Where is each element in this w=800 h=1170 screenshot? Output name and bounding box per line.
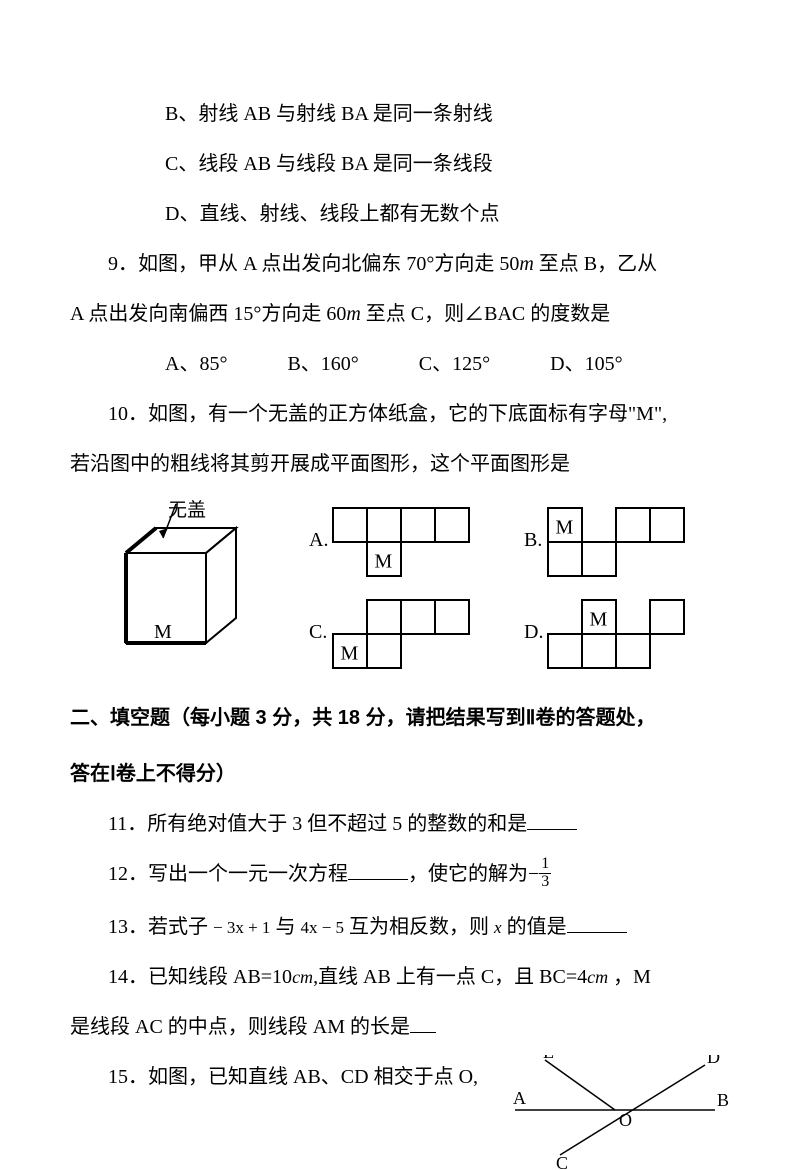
q10-stem-b: ",	[654, 403, 667, 425]
q14-u1: cm	[292, 967, 313, 987]
q13-b: 与	[275, 916, 295, 938]
q10-stem-1: 10．如图，有一个无盖的正方体纸盒，它的下底面标有字母"M",	[70, 398, 730, 430]
q14-blank	[410, 1012, 436, 1033]
svg-text:D.: D.	[524, 621, 543, 643]
q8-choice-b: B、射线 AB 与射线 BA 是同一条射线	[70, 98, 730, 130]
q14-c: ，M	[608, 966, 651, 988]
section2-title-1: 二、填空题（每小题 3 分，共 18 分，请把结果写到Ⅱ卷的答题处，	[70, 702, 730, 734]
q10-stem-2: 若沿图中的粗线将其剪开展成平面图形，这个平面图形是	[70, 448, 730, 480]
q12-den: 3	[539, 874, 551, 891]
q14-line1: 14．已知线段 AB=10cm,直线 AB 上有一点 C，且 BC=4cm ，M	[70, 961, 730, 993]
svg-text:E: E	[543, 1055, 554, 1062]
q9-choice-d: D、105°	[550, 348, 622, 380]
q15: 15．如图，已知直线 AB、CD 相交于点 O, ABCDEO	[70, 1061, 730, 1093]
q12-a: 12．写出一个一元一次方程	[108, 863, 348, 885]
q9-stem-2: A 点出发向南偏西 15°方向走 60m 至点 C，则∠BAC 的度数是	[70, 298, 730, 330]
q8-choice-c: C、线段 AB 与线段 BA 是同一条线段	[70, 148, 730, 180]
svg-text:M: M	[589, 609, 607, 631]
q14-b: ,直线 AB 上有一点 C，且 BC=4	[313, 966, 587, 988]
q9-choices: A、85° B、160° C、125° D、105°	[70, 348, 730, 380]
q10-stem-M: M	[636, 403, 654, 425]
q10-option-b: B. M	[520, 504, 700, 582]
q9-choice-a: A、85°	[165, 348, 227, 380]
q12-num: 1	[539, 856, 551, 874]
q13-d: 的值是	[507, 916, 567, 938]
q11: 11．所有绝对值大于 3 但不超过 5 的整数的和是	[70, 808, 730, 840]
q9-stem-d: 至点 C，则∠BAC 的度数是	[361, 303, 610, 325]
q12-b: ，使它的解为	[408, 863, 528, 885]
q10-figures: 无盖 M A. M B. M C. M D. M	[70, 498, 730, 678]
q9-stem-a: 9．如图，甲从 A 点出发向北偏东 70°方向走 50	[108, 253, 519, 275]
q13-a: 13．若式子	[108, 916, 208, 938]
svg-text:B: B	[717, 1090, 729, 1110]
section2-title-2: 答在Ⅰ卷上不得分）	[70, 758, 730, 790]
svg-text:A.: A.	[309, 529, 328, 551]
q9-unit1: m	[519, 253, 533, 275]
q10-option-d: D. M	[520, 596, 700, 674]
q14-u2: cm	[587, 967, 608, 987]
q13-expr2: 4x − 5	[300, 918, 344, 937]
q13-x: x	[494, 918, 502, 937]
q12: 12．写出一个一元一次方程 ，使它的解为−13	[70, 858, 730, 893]
q10-cube-M: M	[154, 621, 172, 643]
q10-cube: 无盖 M	[108, 498, 278, 668]
q13-blank	[567, 912, 627, 933]
q10-option-c: C. M	[305, 596, 485, 674]
q13-expr1: − 3x + 1	[213, 918, 270, 937]
svg-text:A: A	[513, 1088, 526, 1108]
q15-a: 15．如图，已知直线 AB、CD 相交于点 O,	[108, 1066, 478, 1088]
svg-text:M: M	[340, 643, 358, 665]
q9-unit2: m	[346, 303, 360, 325]
svg-text:B.: B.	[524, 529, 542, 551]
svg-text:C: C	[556, 1153, 568, 1170]
q11-blank	[527, 809, 577, 830]
q12-neg: −	[528, 863, 539, 885]
q9-choice-b: B、160°	[287, 348, 358, 380]
q14-a: 14．已知线段 AB=10	[108, 966, 292, 988]
q10-cube-caption: 无盖	[168, 496, 206, 526]
q9-stem-c: A 点出发向南偏西 15°方向走 60	[70, 303, 346, 325]
q12-blank	[348, 859, 408, 880]
q14-line2: 是线段 AC 的中点，则线段 AM 的长是	[70, 1011, 730, 1043]
svg-text:D: D	[707, 1055, 720, 1067]
q13: 13．若式子 − 3x + 1 与 4x − 5 互为相反数，则 x 的值是	[70, 911, 730, 943]
q9-stem: 9．如图，甲从 A 点出发向北偏东 70°方向走 50m 至点 B，乙从	[70, 248, 730, 280]
svg-text:O: O	[619, 1110, 632, 1130]
svg-text:M: M	[555, 517, 573, 539]
q11-text: 11．所有绝对值大于 3 但不超过 5 的整数的和是	[108, 813, 527, 835]
q13-c: 互为相反数，则	[349, 916, 489, 938]
q8-choice-d: D、直线、射线、线段上都有无数个点	[70, 198, 730, 230]
q9-stem-b: 至点 B，乙从	[534, 253, 657, 275]
q9-choice-c: C、125°	[419, 348, 490, 380]
q15-figure: A B C D E O	[505, 1055, 730, 1170]
svg-text:M: M	[374, 551, 392, 573]
q10-stem-a: 10．如图，有一个无盖的正方体纸盒，它的下底面标有字母"	[108, 403, 636, 425]
q12-frac: 13	[539, 856, 551, 891]
q10-option-a: A. M	[305, 504, 485, 582]
q14-d: 是线段 AC 的中点，则线段 AM 的长是	[70, 1016, 410, 1038]
svg-text:C.: C.	[309, 621, 327, 643]
